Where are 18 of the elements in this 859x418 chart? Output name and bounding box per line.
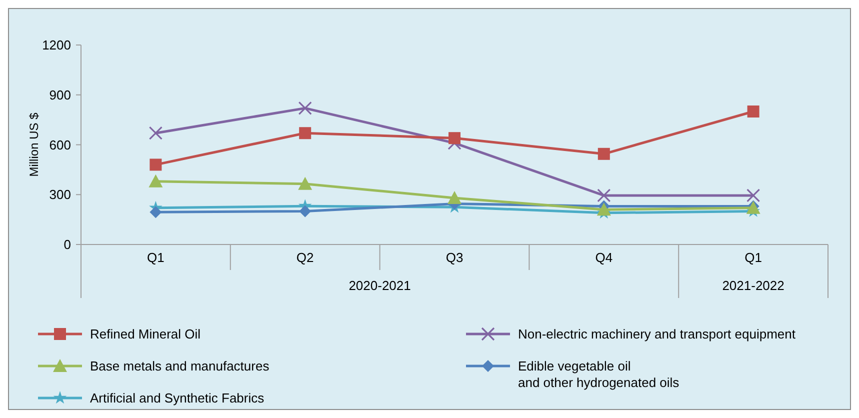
legend-label: Edible vegetable oil and other hydrogenated oils xyxy=(518,358,680,390)
legend-label: Non-electric machinery and transport equipment xyxy=(518,326,796,342)
text: 2020-2021 xyxy=(348,278,411,293)
legend-label: Base metals and manufactures xyxy=(90,358,270,374)
x-tick-label: Q1 xyxy=(147,250,164,265)
y-axis-title: Million US $ xyxy=(27,112,41,177)
x-tick-label: Q2 xyxy=(296,250,314,265)
legend-label: Refined Mineral Oil xyxy=(90,326,201,342)
y-tick-label: 600 xyxy=(49,137,71,152)
y-tick-label: 300 xyxy=(49,187,71,202)
y-tick-label: 1200 xyxy=(42,38,71,53)
x-tick-label: Q3 xyxy=(446,250,464,265)
text: 2021-2022 xyxy=(722,278,784,293)
y-tick-label: 0 xyxy=(64,237,71,252)
x-tick-label: Q4 xyxy=(595,250,613,265)
x-tick-label: Q1 xyxy=(744,250,762,265)
y-tick-label: 900 xyxy=(49,87,71,102)
legend-label: Artificial and Synthetic Fabrics xyxy=(90,390,265,406)
